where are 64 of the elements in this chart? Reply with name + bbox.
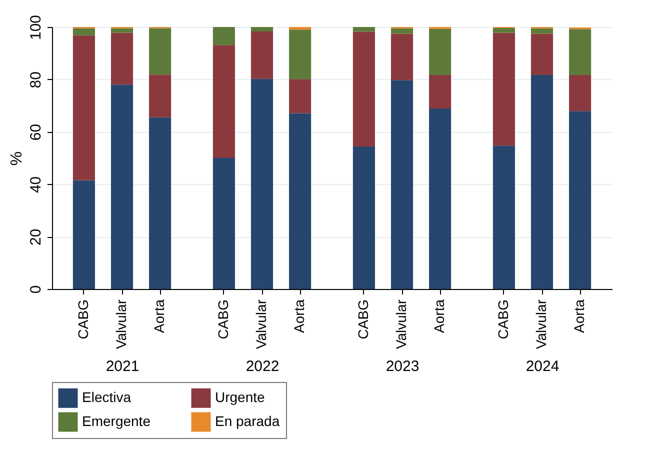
bar <box>289 30 312 80</box>
x-tick-label: CABG <box>214 300 231 340</box>
bar <box>250 31 274 79</box>
bar <box>492 28 515 33</box>
bar <box>530 34 554 75</box>
bar <box>352 32 375 146</box>
bar <box>250 78 274 289</box>
x-tick-label: Aorta <box>571 299 588 333</box>
bar <box>492 32 515 146</box>
legend-label: Urgente <box>215 389 266 406</box>
bar <box>250 27 274 32</box>
x-tick-label: Aorta <box>151 299 168 333</box>
bar <box>212 158 235 289</box>
x-axis-title: 2022 <box>246 358 280 376</box>
bar <box>429 74 452 108</box>
x-tick-label: Valvular <box>113 299 129 350</box>
bar <box>289 79 312 114</box>
legend-label: Electiva <box>82 389 132 406</box>
y-tick-label: 0 <box>28 285 44 294</box>
bar <box>149 28 172 75</box>
bar <box>530 28 554 34</box>
bar <box>429 108 452 289</box>
bar <box>492 146 515 289</box>
legend-label: En parada <box>215 413 280 429</box>
x-tick-label: Valvular <box>253 299 269 350</box>
bar <box>429 28 452 75</box>
x-tick-label: Aorta <box>291 299 308 333</box>
bar <box>352 27 375 32</box>
bar <box>110 32 134 85</box>
y-tick-label: 40 <box>28 176 44 194</box>
bar <box>149 74 172 118</box>
bar <box>110 28 134 33</box>
x-axis-title: 2024 <box>526 358 560 376</box>
x-axis-title: 2021 <box>106 358 140 376</box>
y-tick-label: 20 <box>28 228 44 246</box>
x-tick-label: Valvular <box>533 299 549 350</box>
bar <box>110 84 134 289</box>
x-tick-label: CABG <box>494 300 511 340</box>
bar <box>212 27 235 46</box>
y-tick-label: 100 <box>28 14 44 40</box>
bar <box>149 117 172 289</box>
bar <box>72 28 95 36</box>
x-tick-label: Valvular <box>393 299 409 350</box>
bar <box>289 113 312 289</box>
legend-label: Emergente <box>82 413 151 429</box>
bar <box>289 27 312 30</box>
x-axis-title: 2023 <box>386 358 420 376</box>
y-axis-title: % <box>8 151 26 166</box>
x-tick-label: Aorta <box>431 299 448 333</box>
y-tick-label: 60 <box>28 124 44 141</box>
x-tick-label: CABG <box>74 300 91 340</box>
x-tick-label: CABG <box>354 300 371 340</box>
y-tick-label: 80 <box>28 72 44 88</box>
bar <box>569 74 592 112</box>
bar <box>390 34 414 80</box>
bar <box>569 29 592 75</box>
bar <box>72 180 95 289</box>
bar <box>530 74 554 289</box>
bar <box>212 45 235 158</box>
bar <box>352 146 375 289</box>
bar <box>569 111 592 289</box>
bar <box>390 80 414 289</box>
bar <box>390 28 414 34</box>
bar <box>72 35 95 180</box>
